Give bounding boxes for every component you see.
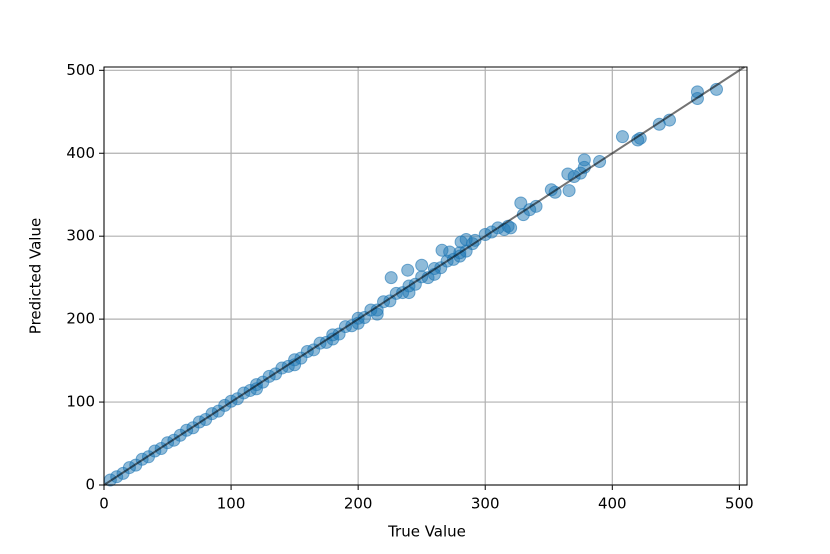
y-tick-label: 400 [66, 144, 95, 162]
x-tick-label: 500 [725, 495, 754, 513]
point [504, 221, 518, 235]
point [415, 258, 429, 272]
y-axis-label: Predicted Value [27, 218, 45, 334]
x-tick-label: 400 [598, 495, 627, 513]
point [401, 263, 415, 277]
x-tick-label: 200 [344, 495, 373, 513]
plot-frame [103, 66, 748, 486]
y-tick-label: 0 [85, 476, 95, 494]
point [384, 271, 398, 285]
x-axis-label: True Value [387, 523, 466, 541]
y-tick-label: 500 [66, 61, 95, 79]
y-tick-label: 200 [66, 310, 95, 328]
x-tick-label: 300 [471, 495, 500, 513]
x-tick-label: 100 [217, 495, 246, 513]
point [615, 130, 629, 144]
point [468, 233, 482, 247]
point [443, 245, 457, 259]
identity-line [103, 66, 746, 486]
point [370, 307, 384, 321]
y-tick-label: 300 [66, 227, 95, 245]
y-tick-label: 100 [66, 393, 95, 411]
x-tick-label: 0 [99, 495, 109, 513]
point [562, 184, 576, 198]
